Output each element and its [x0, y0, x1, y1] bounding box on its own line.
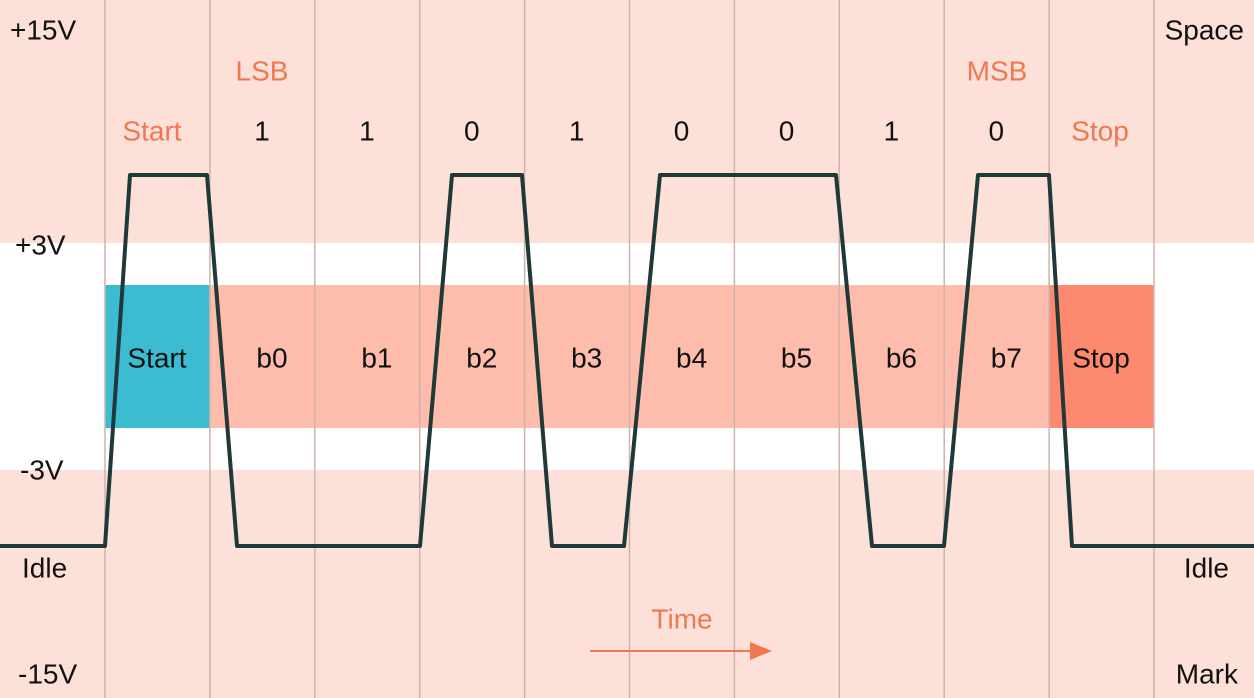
- level-label: Idle: [1184, 552, 1229, 583]
- bit-value: 1: [359, 115, 375, 146]
- field-label: Stop: [1072, 342, 1130, 373]
- lsb-label: LSB: [236, 55, 289, 86]
- bit-value: 1: [884, 115, 900, 146]
- level-label: -15V: [18, 658, 77, 689]
- bit-value: 0: [779, 115, 795, 146]
- msb-label: MSB: [967, 55, 1028, 86]
- level-label: +15V: [10, 14, 76, 45]
- field-label: b3: [571, 342, 602, 373]
- bit-value: 1: [254, 115, 270, 146]
- column-lines: [104, 0, 1155, 698]
- waveform: [0, 173, 1254, 548]
- bit-value: 0: [464, 115, 480, 146]
- field-label: Start: [127, 342, 186, 373]
- bit-value: 0: [674, 115, 690, 146]
- field-label: b5: [781, 342, 812, 373]
- level-label: Mark: [1176, 658, 1239, 689]
- field-label: b2: [466, 342, 497, 373]
- level-label: Idle: [22, 552, 67, 583]
- field-label: b6: [886, 342, 917, 373]
- level-label: +3V: [15, 229, 66, 260]
- field-label: b1: [361, 342, 392, 373]
- level-label: -3V: [20, 454, 64, 485]
- bit-labels: 1 b0 1 b1 0 b2 1 b3 0 b4 0 b5 1 b6 0 b7: [254, 115, 1022, 373]
- start-label: Start: [122, 115, 181, 146]
- field-label: b0: [256, 342, 287, 373]
- time-arrowhead: [750, 642, 772, 660]
- field-label: b7: [991, 342, 1022, 373]
- bit-value: 0: [989, 115, 1005, 146]
- time-label: Time: [651, 603, 712, 634]
- stop-label: Stop: [1071, 115, 1129, 146]
- bit-value: 1: [569, 115, 585, 146]
- stop-field: [1049, 285, 1154, 428]
- field-label: b4: [676, 342, 707, 373]
- level-label: Space: [1165, 14, 1244, 45]
